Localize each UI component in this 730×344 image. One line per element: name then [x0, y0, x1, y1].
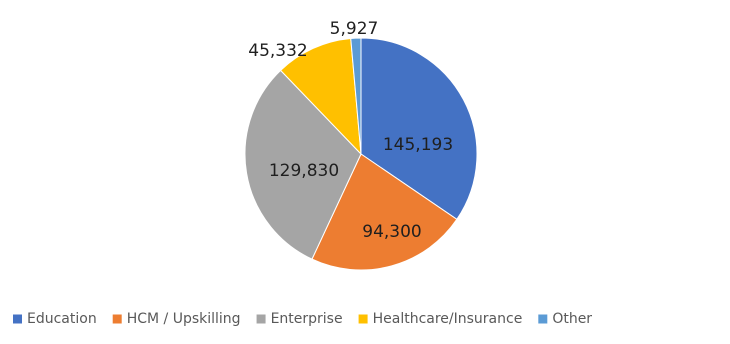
legend-label: HCM / Upskilling: [127, 311, 241, 327]
legend-label: Other: [552, 311, 592, 327]
data-label-education: 145,193: [383, 135, 453, 155]
legend-item-enterprise: Enterprise: [256, 311, 343, 327]
data-labels: 145,193 94,300 129,830 45,332 5,927: [248, 19, 453, 242]
data-label-hcm-upskilling: 94,300: [362, 222, 421, 242]
legend-label: Healthcare/Insurance: [373, 311, 523, 327]
legend-item-education: Education: [13, 311, 97, 327]
legend-item-healthcare-insurance: Healthcare/Insurance: [358, 311, 523, 327]
pie-slices: [244, 37, 478, 271]
legend-label: Education: [27, 311, 97, 327]
legend-item-other: Other: [538, 311, 592, 327]
legend-item-hcm-upskilling: HCM / Upskilling: [112, 311, 241, 327]
pie-slice-healthcare-insurance: [279, 37, 362, 156]
data-label-healthcare-insurance: 45,332: [248, 41, 307, 61]
legend-swatch: [256, 314, 266, 324]
legend-swatch: [358, 314, 368, 324]
data-label-other: 5,927: [330, 19, 379, 39]
legend: Education HCM / Upskilling Enterprise Healt…: [13, 311, 592, 327]
legend-swatch: [13, 314, 22, 324]
pie-slice-enterprise: [244, 69, 362, 260]
pie-slice-hcm-upskilling: [311, 153, 458, 271]
data-label-enterprise: 129,830: [269, 161, 339, 181]
legend-swatch: [112, 314, 122, 324]
pie-slice-other: [350, 37, 362, 155]
legend-label: Enterprise: [271, 311, 343, 327]
pie-slice-education: [360, 37, 478, 221]
legend-swatch: [538, 314, 548, 324]
